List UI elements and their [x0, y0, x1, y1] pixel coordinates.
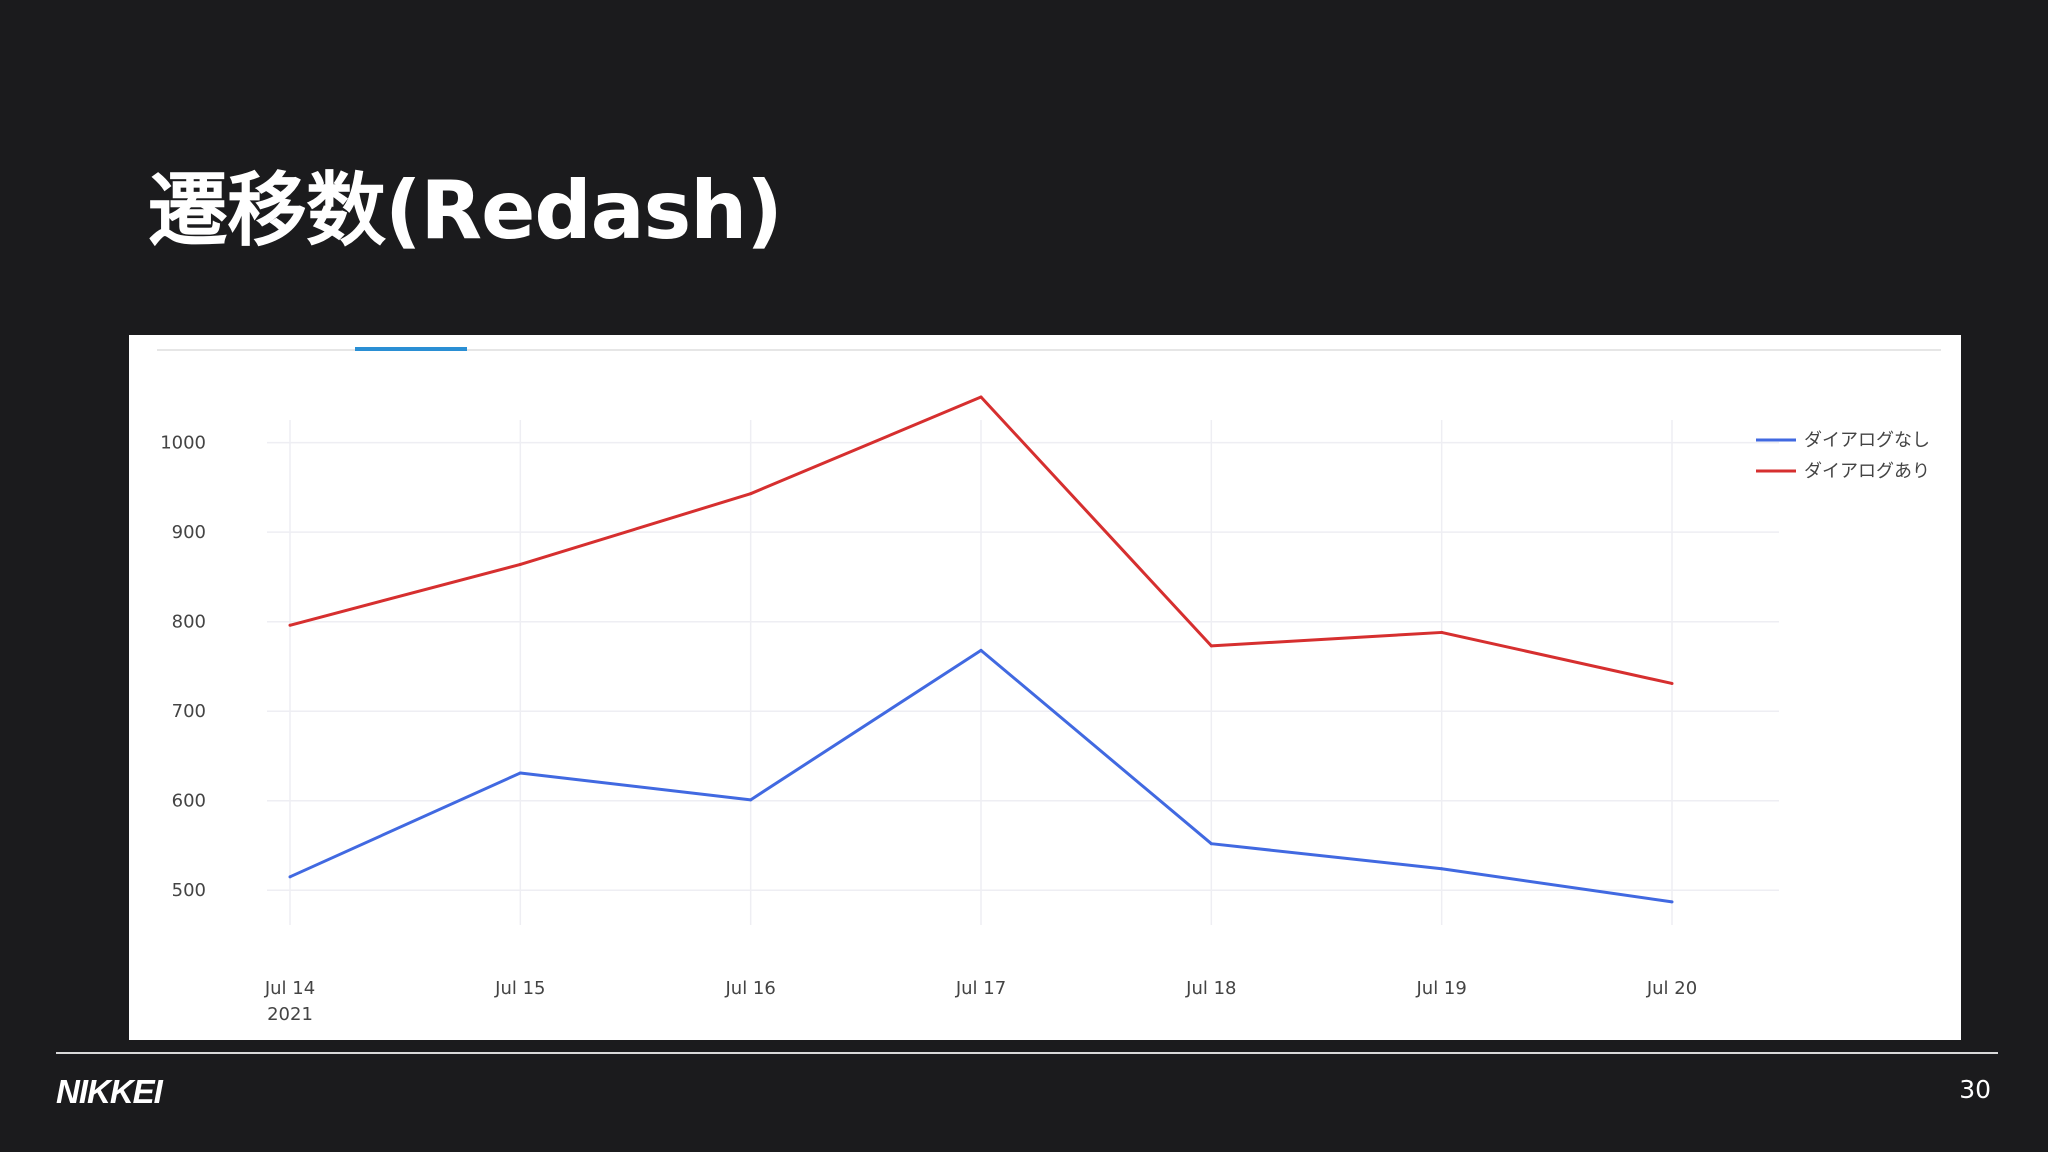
data-point: [288, 623, 292, 627]
y-tick-label: 500: [172, 880, 206, 901]
x-tick-label: Jul 14: [264, 978, 315, 999]
line-chart: 500 600 700 800 900 1000 Jul 14 Jul 15 Jul 16 Ju…: [157, 347, 1941, 1025]
data-point: [288, 875, 292, 879]
data-point: [1670, 681, 1674, 685]
legend-label-1: ダイアログあり: [1804, 461, 1930, 482]
x-tick-year-label: 2021: [267, 1004, 313, 1025]
data-point: [1670, 900, 1674, 904]
data-point: [518, 771, 522, 775]
page-number: 30: [1959, 1075, 1991, 1104]
y-tick-label: 600: [172, 791, 206, 812]
data-point: [1209, 842, 1213, 846]
legend-label-0: ダイアログなし: [1804, 430, 1930, 451]
nikkei-logo: NIKKEI: [56, 1073, 163, 1110]
x-tick-label: Jul 16: [724, 978, 775, 999]
x-tick-label: Jul 19: [1415, 978, 1466, 999]
x-tick-label: Jul 15: [494, 978, 545, 999]
y-tick-label: 900: [172, 522, 206, 543]
x-tick-label: Jul 20: [1646, 978, 1697, 999]
chart-panel: 500 600 700 800 900 1000 Jul 14 Jul 15 Jul 16 Ju…: [129, 335, 1961, 1040]
data-point: [1440, 630, 1444, 634]
data-point: [749, 798, 753, 802]
y-tick-label: 800: [172, 612, 206, 633]
slide-title: 遷移数(Redash): [148, 164, 783, 257]
x-tick-label: Jul 17: [955, 978, 1006, 999]
data-point: [979, 395, 983, 399]
data-point: [518, 562, 522, 566]
x-tick-label: Jul 18: [1185, 978, 1236, 999]
data-point: [1209, 644, 1213, 648]
data-point: [979, 648, 983, 652]
data-point: [1440, 867, 1444, 871]
data-point: [749, 492, 753, 496]
y-tick-label: 1000: [160, 433, 206, 454]
footer-divider: [56, 1052, 1998, 1054]
y-tick-label: 700: [172, 701, 206, 722]
active-tab-indicator: [355, 347, 467, 351]
